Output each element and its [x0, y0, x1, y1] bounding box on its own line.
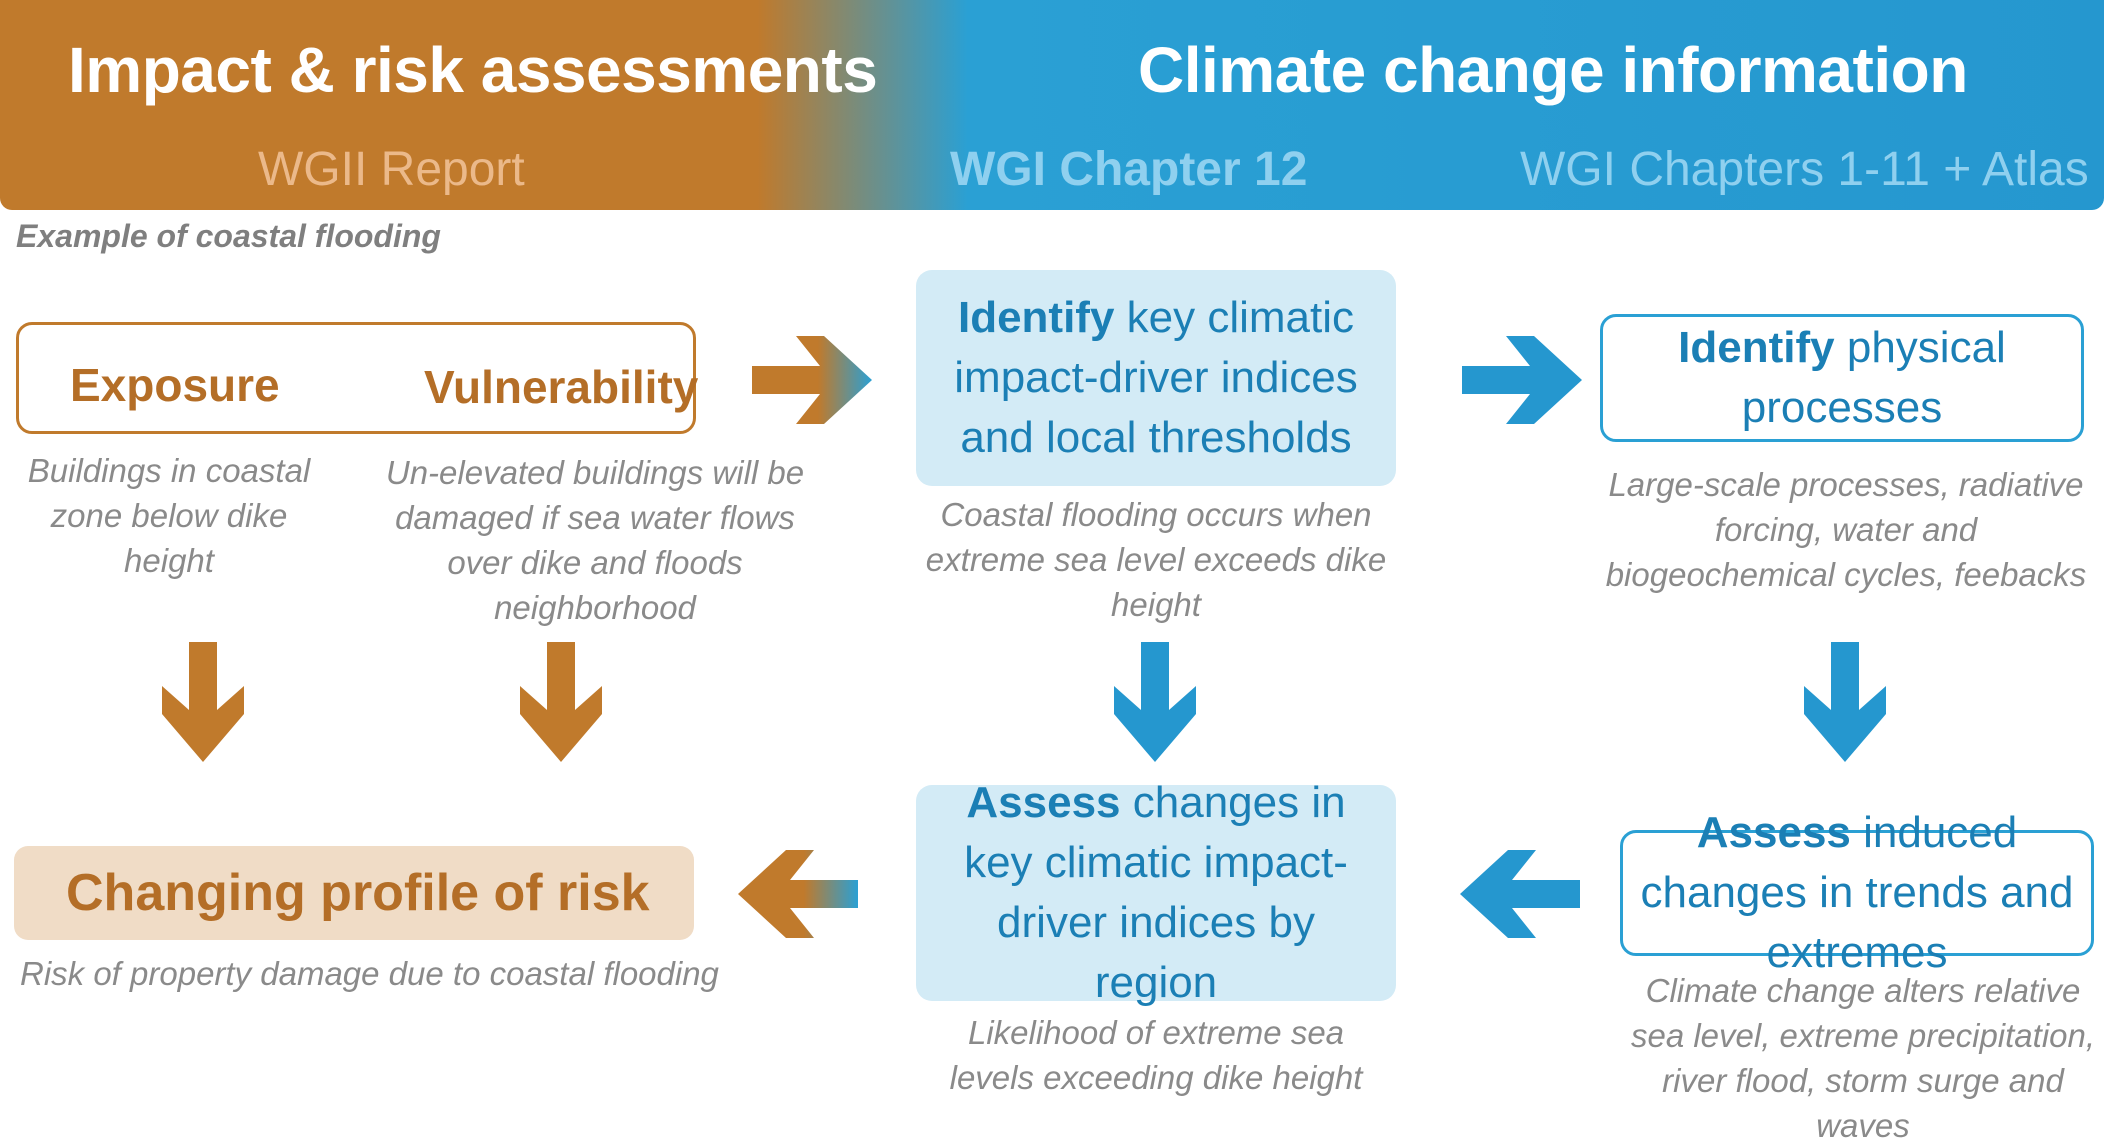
identify-indices-caption: Coastal flooding occurs when extreme sea…: [925, 496, 1387, 623]
assess-indices-verb: Assess: [966, 778, 1121, 827]
identify-indices-box: Identify key climatic impact-driver indi…: [916, 270, 1396, 486]
risk-profile-label: Changing profile of risk: [66, 864, 650, 922]
assess-indices-text: changes in key climatic impact-driver in…: [964, 778, 1348, 1007]
arrow-right-icon: [1462, 336, 1582, 424]
header-right-subtitle: WGI Chapters 1-11 + Atlas: [1520, 143, 2089, 196]
identify-processes-text: physical processes: [1741, 323, 2006, 432]
vulnerability-label: Vulnerability: [424, 361, 699, 413]
arrow-left-icon: [1460, 850, 1580, 938]
assess-trends-text: induced changes in trends and extremes: [1640, 808, 2074, 977]
example-note: Example of coastal flooding: [16, 218, 441, 254]
assess-trends-verb: Assess: [1696, 808, 1851, 857]
arrow-down-icon: [1114, 642, 1196, 762]
arrow-right-icon: [752, 336, 872, 424]
header-left-title: Impact & risk assessments: [68, 34, 878, 106]
identify-indices-text: key climatic impact-driver indices and l…: [954, 293, 1358, 462]
arrow-down-icon: [162, 642, 244, 762]
arrow-down-icon: [520, 642, 602, 762]
exposure-label: Exposure: [70, 359, 280, 411]
header-banner: [0, 0, 2104, 210]
assess-trends-caption: Climate change alters relative sea level…: [1630, 972, 2096, 1144]
header-left-subtitle: WGII Report: [258, 143, 525, 196]
header-right-title: Climate change information: [1138, 34, 1968, 106]
exposure-vulnerability-box: [16, 322, 696, 434]
identify-processes-box: Identify physical processes: [1600, 314, 2084, 442]
assess-trends-box: Assess induced changes in trends and ext…: [1620, 808, 2094, 977]
exposure-caption: Buildings in coastal zone below dike hei…: [27, 452, 311, 579]
risk-profile-box: Changing profile of risk: [14, 846, 694, 940]
vulnerability-caption: Un-elevated buildings will be damaged if…: [385, 454, 805, 626]
arrow-left-icon: [738, 850, 858, 938]
assess-indices-box: Assess changes in key climatic impact-dr…: [916, 778, 1396, 1007]
identify-processes-verb: Identify: [1678, 323, 1835, 372]
identify-processes-caption: Large-scale processes, radiative forcing…: [1605, 466, 2087, 593]
arrow-down-icon: [1804, 642, 1886, 762]
header-mid-subtitle: WGI Chapter 12: [950, 143, 1308, 196]
risk-caption: Risk of property damage due to coastal f…: [20, 955, 719, 992]
identify-indices-verb: Identify: [957, 293, 1115, 342]
assess-indices-caption: Likelihood of extreme sea levels exceedi…: [949, 1014, 1363, 1096]
